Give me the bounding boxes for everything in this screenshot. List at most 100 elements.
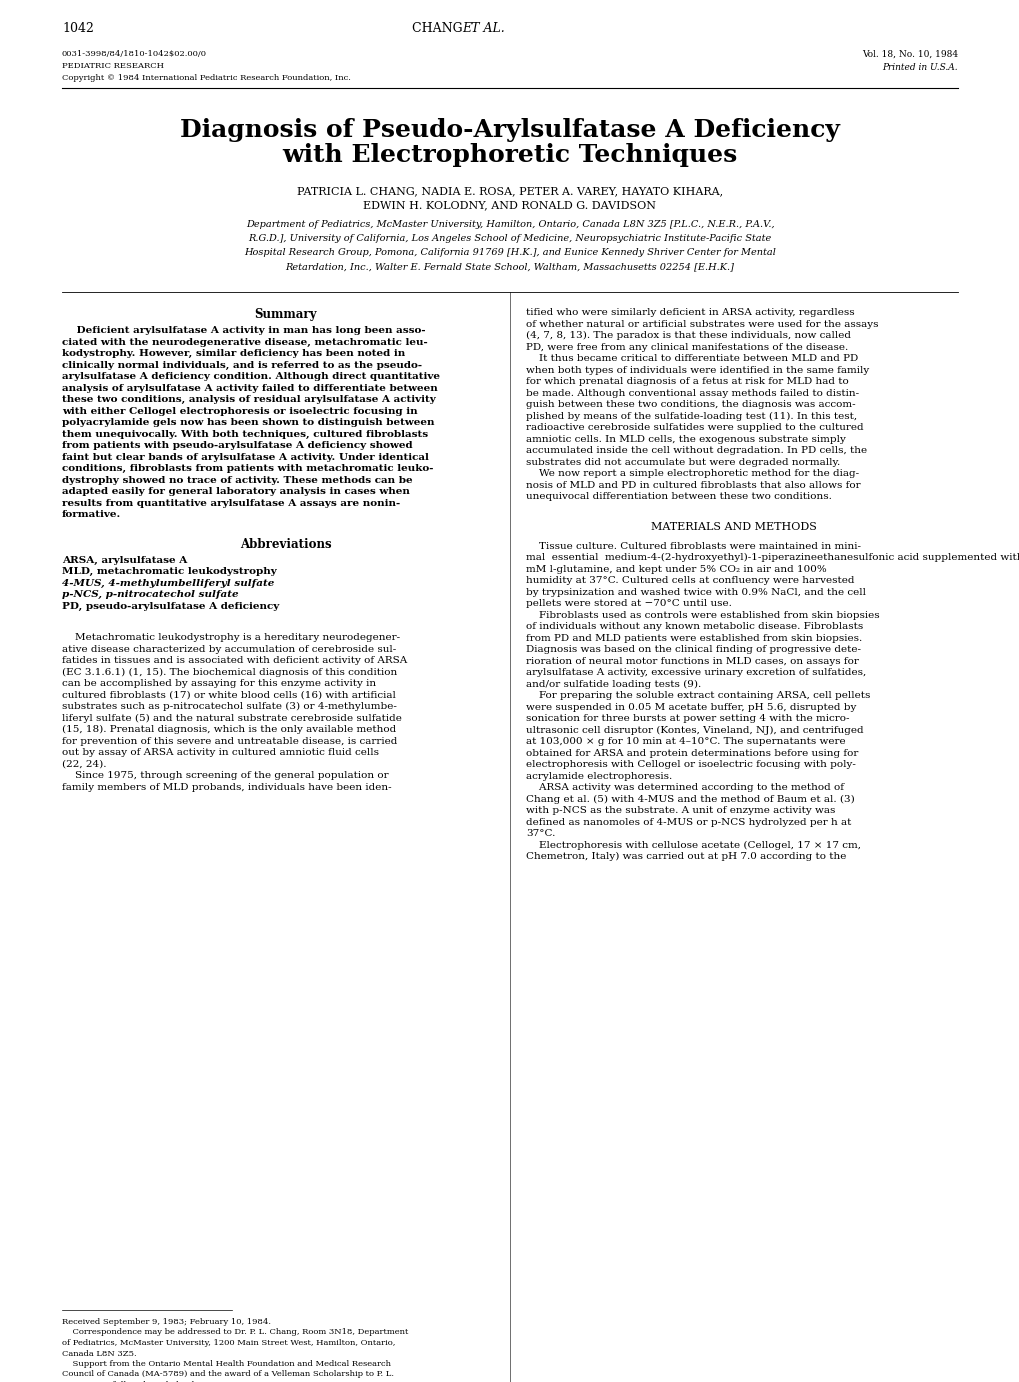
Text: Department of Pediatrics, McMaster University, Hamilton, Ontario, Canada L8N 3Z5: Department of Pediatrics, McMaster Unive… xyxy=(246,220,773,229)
Text: unequivocal differentiation between these two conditions.: unequivocal differentiation between thes… xyxy=(526,492,832,502)
Text: MATERIALS AND METHODS: MATERIALS AND METHODS xyxy=(650,521,816,532)
Text: 0031-3998/84/1810-1042$02.00/0: 0031-3998/84/1810-1042$02.00/0 xyxy=(62,50,207,58)
Text: EDWIN H. KOLODNY, AND RONALD G. DAVIDSON: EDWIN H. KOLODNY, AND RONALD G. DAVIDSON xyxy=(363,200,656,210)
Text: radioactive cerebroside sulfatides were supplied to the cultured: radioactive cerebroside sulfatides were … xyxy=(526,423,863,433)
Text: with either Cellogel electrophoresis or isoelectric focusing in: with either Cellogel electrophoresis or … xyxy=(62,406,417,416)
Text: clinically normal individuals, and is referred to as the pseudo-: clinically normal individuals, and is re… xyxy=(62,361,422,369)
Text: (15, 18). Prenatal diagnosis, which is the only available method: (15, 18). Prenatal diagnosis, which is t… xyxy=(62,726,395,734)
Text: of whether natural or artificial substrates were used for the assays: of whether natural or artificial substra… xyxy=(526,319,877,329)
Text: from PD and MLD patients were established from skin biopsies.: from PD and MLD patients were establishe… xyxy=(526,633,861,643)
Text: Printed in U.S.A.: Printed in U.S.A. xyxy=(881,64,957,72)
Text: rioration of neural motor functions in MLD cases, on assays for: rioration of neural motor functions in M… xyxy=(526,656,858,666)
Text: pellets were stored at −70°C until use.: pellets were stored at −70°C until use. xyxy=(526,598,732,608)
Text: We now report a simple electrophoretic method for the diag-: We now report a simple electrophoretic m… xyxy=(526,468,858,478)
Text: ultrasonic cell disruptor (Kontes, Vineland, NJ), and centrifuged: ultrasonic cell disruptor (Kontes, Vinel… xyxy=(526,726,863,735)
Text: Council of Canada (MA-5789) and the award of a Velleman Scholarship to P. L.: Council of Canada (MA-5789) and the awar… xyxy=(62,1371,393,1378)
Text: can be accomplished by assaying for this enzyme activity in: can be accomplished by assaying for this… xyxy=(62,679,376,688)
Text: Metachromatic leukodystrophy is a hereditary neurodegener-: Metachromatic leukodystrophy is a heredi… xyxy=(62,633,399,643)
Text: family members of MLD probands, individuals have been iden-: family members of MLD probands, individu… xyxy=(62,782,391,792)
Text: 37°C.: 37°C. xyxy=(526,829,554,837)
Text: substrates did not accumulate but were degraded normally.: substrates did not accumulate but were d… xyxy=(526,457,840,467)
Text: mM l-glutamine, and kept under 5% CO₂ in air and 100%: mM l-glutamine, and kept under 5% CO₂ in… xyxy=(526,564,826,574)
Text: It thus became critical to differentiate between MLD and PD: It thus became critical to differentiate… xyxy=(526,354,857,363)
Text: substrates such as p-nitrocatechol sulfate (3) or 4-methylumbe-: substrates such as p-nitrocatechol sulfa… xyxy=(62,702,396,712)
Text: of Pediatrics, McMaster University, 1200 Main Street West, Hamilton, Ontario,: of Pediatrics, McMaster University, 1200… xyxy=(62,1339,395,1347)
Text: ET AL.: ET AL. xyxy=(462,22,504,35)
Text: plished by means of the sulfatide-loading test (11). In this test,: plished by means of the sulfatide-loadin… xyxy=(526,412,856,420)
Text: for prevention of this severe and untreatable disease, is carried: for prevention of this severe and untrea… xyxy=(62,737,397,745)
Text: Summary: Summary xyxy=(255,308,317,321)
Text: Received September 9, 1983; February 10, 1984.: Received September 9, 1983; February 10,… xyxy=(62,1318,271,1325)
Text: For preparing the soluble extract containing ARSA, cell pellets: For preparing the soluble extract contai… xyxy=(526,691,869,701)
Text: liferyl sulfate (5) and the natural substrate cerebroside sulfatide: liferyl sulfate (5) and the natural subs… xyxy=(62,713,401,723)
Text: conditions, fibroblasts from patients with metachromatic leuko-: conditions, fibroblasts from patients wi… xyxy=(62,464,433,473)
Text: Hospital Research Group, Pomona, California 91769 [H.K.], and Eunice Kennedy Shr: Hospital Research Group, Pomona, Califor… xyxy=(244,247,775,257)
Text: Since 1975, through screening of the general population or: Since 1975, through screening of the gen… xyxy=(62,771,388,779)
Text: formative.: formative. xyxy=(62,510,121,520)
Text: MLD, metachromatic leukodystrophy: MLD, metachromatic leukodystrophy xyxy=(62,567,276,576)
Text: PATRICIA L. CHANG, NADIA E. ROSA, PETER A. VAREY, HAYATO KIHARA,: PATRICIA L. CHANG, NADIA E. ROSA, PETER … xyxy=(297,187,722,196)
Text: accumulated inside the cell without degradation. In PD cells, the: accumulated inside the cell without degr… xyxy=(526,446,866,455)
Text: at 103,000 × g for 10 min at 4–10°C. The supernatants were: at 103,000 × g for 10 min at 4–10°C. The… xyxy=(526,737,845,746)
Text: PEDIATRIC RESEARCH: PEDIATRIC RESEARCH xyxy=(62,62,164,70)
Text: be made. Although conventional assay methods failed to distin-: be made. Although conventional assay met… xyxy=(526,388,858,398)
Text: adapted easily for general laboratory analysis in cases when: adapted easily for general laboratory an… xyxy=(62,486,410,496)
Text: Electrophoresis with cellulose acetate (Cellogel, 17 × 17 cm,: Electrophoresis with cellulose acetate (… xyxy=(526,840,860,850)
Text: Abbreviations: Abbreviations xyxy=(239,538,331,550)
Text: sonication for three bursts at power setting 4 with the micro-: sonication for three bursts at power set… xyxy=(526,714,849,723)
Text: cultured fibroblasts (17) or white blood cells (16) with artificial: cultured fibroblasts (17) or white blood… xyxy=(62,691,395,699)
Text: fatides in tissues and is associated with deficient activity of ARSA: fatides in tissues and is associated wit… xyxy=(62,656,407,665)
Text: humidity at 37°C. Cultured cells at confluency were harvested: humidity at 37°C. Cultured cells at conf… xyxy=(526,576,854,585)
Text: Canada L8N 3Z5.: Canada L8N 3Z5. xyxy=(62,1349,137,1357)
Text: nosis of MLD and PD in cultured fibroblasts that also allows for: nosis of MLD and PD in cultured fibrobla… xyxy=(526,481,860,489)
Text: Tissue culture. Cultured fibroblasts were maintained in mini-: Tissue culture. Cultured fibroblasts wer… xyxy=(526,542,860,550)
Text: with Electrophoretic Techniques: with Electrophoretic Techniques xyxy=(282,142,737,167)
Text: when both types of individuals were identified in the same family: when both types of individuals were iden… xyxy=(526,365,868,375)
Text: ARSA, arylsulfatase A: ARSA, arylsulfatase A xyxy=(62,556,187,564)
Text: from patients with pseudo-arylsulfatase A deficiency showed: from patients with pseudo-arylsulfatase … xyxy=(62,441,413,451)
Text: out by assay of ARSA activity in cultured amniotic fluid cells: out by assay of ARSA activity in culture… xyxy=(62,748,379,757)
Text: guish between these two conditions, the diagnosis was accom-: guish between these two conditions, the … xyxy=(526,399,855,409)
Text: (4, 7, 8, 13). The paradox is that these individuals, now called: (4, 7, 8, 13). The paradox is that these… xyxy=(526,332,850,340)
Text: Retardation, Inc., Walter E. Fernald State School, Waltham, Massachusetts 02254 : Retardation, Inc., Walter E. Fernald Sta… xyxy=(285,263,734,271)
Text: tified who were similarly deficient in ARSA activity, regardless: tified who were similarly deficient in A… xyxy=(526,308,854,316)
Text: Chang et al. (5) with 4-MUS and the method of Baum et al. (3): Chang et al. (5) with 4-MUS and the meth… xyxy=(526,795,854,803)
Text: Copyright © 1984 International Pediatric Research Foundation, Inc.: Copyright © 1984 International Pediatric… xyxy=(62,75,351,82)
Text: were suspended in 0.05 M acetate buffer, pH 5.6, disrupted by: were suspended in 0.05 M acetate buffer,… xyxy=(526,702,856,712)
Text: and/or sulfatide loading tests (9).: and/or sulfatide loading tests (9). xyxy=(526,680,701,688)
Text: of individuals without any known metabolic disease. Fibroblasts: of individuals without any known metabol… xyxy=(526,622,862,632)
Text: Diagnosis of Pseudo-Arylsulfatase A Deficiency: Diagnosis of Pseudo-Arylsulfatase A Defi… xyxy=(180,117,839,142)
Text: these two conditions, analysis of residual arylsulfatase A activity: these two conditions, analysis of residu… xyxy=(62,395,435,404)
Text: Vol. 18, No. 10, 1984: Vol. 18, No. 10, 1984 xyxy=(861,50,957,59)
Text: (EC 3.1.6.1) (1, 15). The biochemical diagnosis of this condition: (EC 3.1.6.1) (1, 15). The biochemical di… xyxy=(62,668,396,677)
Text: defined as nanomoles of 4-MUS or p-NCS hydrolyzed per h at: defined as nanomoles of 4-MUS or p-NCS h… xyxy=(526,818,851,826)
Text: faint but clear bands of arylsulfatase A activity. Under identical: faint but clear bands of arylsulfatase A… xyxy=(62,452,428,462)
Text: obtained for ARSA and protein determinations before using for: obtained for ARSA and protein determinat… xyxy=(526,749,858,757)
Text: arylsulfatase A deficiency condition. Although direct quantitative: arylsulfatase A deficiency condition. Al… xyxy=(62,372,439,381)
Text: CHANG: CHANG xyxy=(412,22,466,35)
Text: PD, were free from any clinical manifestations of the disease.: PD, were free from any clinical manifest… xyxy=(526,343,848,351)
Text: ative disease characterized by accumulation of cerebroside sul-: ative disease characterized by accumulat… xyxy=(62,644,395,654)
Text: PD, pseudo-arylsulfatase A deficiency: PD, pseudo-arylsulfatase A deficiency xyxy=(62,601,279,611)
Text: kodystrophy. However, similar deficiency has been noted in: kodystrophy. However, similar deficiency… xyxy=(62,350,405,358)
Text: R.G.D.], University of California, Los Angeles School of Medicine, Neuropsychiat: R.G.D.], University of California, Los A… xyxy=(249,234,770,243)
Text: them unequivocally. With both techniques, cultured fibroblasts: them unequivocally. With both techniques… xyxy=(62,430,428,438)
Text: ARSA activity was determined according to the method of: ARSA activity was determined according t… xyxy=(526,784,843,792)
Text: Support from the Ontario Mental Health Foundation and Medical Research: Support from the Ontario Mental Health F… xyxy=(62,1360,390,1368)
Text: mal  essential  medium-4-(2-hydroxyethyl)-1-piperazineethanesulfonic acid supple: mal essential medium-4-(2-hydroxyethyl)-… xyxy=(526,553,1019,562)
Text: ciated with the neurodegenerative disease, metachromatic leu-: ciated with the neurodegenerative diseas… xyxy=(62,337,427,347)
Text: with p-NCS as the substrate. A unit of enzyme activity was: with p-NCS as the substrate. A unit of e… xyxy=(526,806,835,815)
Text: results from quantitative arylsulfatase A assays are nonin-: results from quantitative arylsulfatase … xyxy=(62,499,399,507)
Text: Fibroblasts used as controls were established from skin biopsies: Fibroblasts used as controls were establ… xyxy=(526,611,878,619)
Text: 1042: 1042 xyxy=(62,22,94,35)
Text: Deficient arylsulfatase A activity in man has long been asso-: Deficient arylsulfatase A activity in ma… xyxy=(62,326,425,334)
Text: acrylamide electrophoresis.: acrylamide electrophoresis. xyxy=(526,771,672,781)
Text: analysis of arylsulfatase A activity failed to differentiate between: analysis of arylsulfatase A activity fai… xyxy=(62,383,437,392)
Text: Chemetron, Italy) was carried out at pH 7.0 according to the: Chemetron, Italy) was carried out at pH … xyxy=(526,851,846,861)
Text: dystrophy showed no trace of activity. These methods can be: dystrophy showed no trace of activity. T… xyxy=(62,475,413,485)
Text: electrophoresis with Cellogel or isoelectric focusing with poly-: electrophoresis with Cellogel or isoelec… xyxy=(526,760,855,768)
Text: (22, 24).: (22, 24). xyxy=(62,760,106,768)
Text: Diagnosis was based on the clinical finding of progressive dete-: Diagnosis was based on the clinical find… xyxy=(526,645,860,654)
Text: Correspondence may be addressed to Dr. P. L. Chang, Room 3N18, Department: Correspondence may be addressed to Dr. P… xyxy=(62,1328,408,1336)
Text: arylsulfatase A activity, excessive urinary excretion of sulfatides,: arylsulfatase A activity, excessive urin… xyxy=(526,668,865,677)
